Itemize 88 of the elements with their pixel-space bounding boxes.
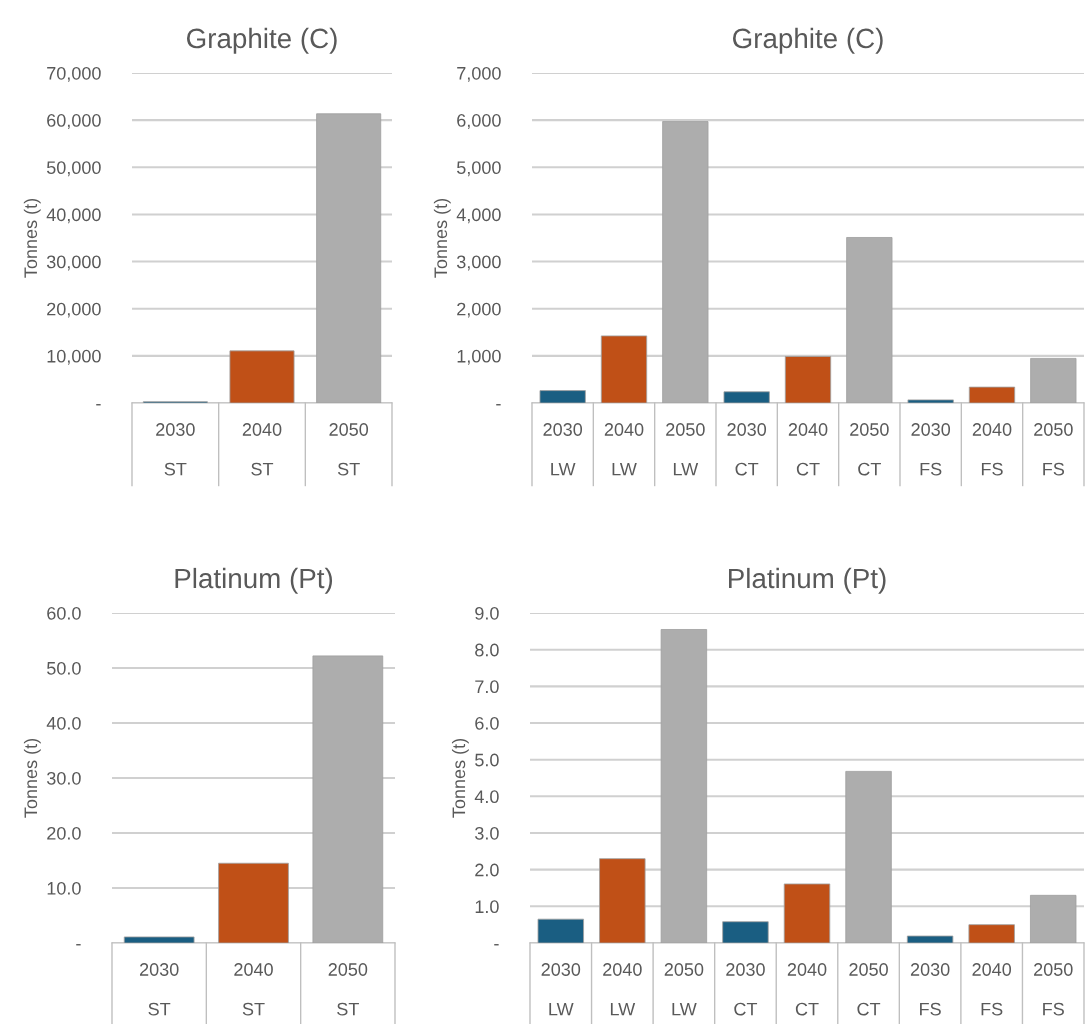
bar: [723, 391, 770, 403]
y-tick-label: 10.0: [47, 881, 81, 895]
chart-title: Graphite (C): [186, 27, 337, 54]
category-label: 2040 LW: [603, 963, 642, 1016]
y-tick-label: 3,000: [456, 255, 501, 271]
category-label: 2040 FS: [972, 423, 1012, 476]
y-tick-label: 50.0: [47, 661, 81, 675]
category-label: 2030 LW: [541, 963, 581, 1016]
y-axis-title: Tonnes (t): [23, 738, 41, 818]
category-label: 2050 FS: [1034, 963, 1073, 1016]
y-tick-label: 4.0: [474, 790, 499, 804]
category-label: 2040 CT: [787, 963, 827, 1016]
y-tick-label: 1,000: [457, 349, 501, 365]
bar: [539, 390, 586, 403]
bar: [218, 862, 289, 943]
y-tick-label: 70,000: [47, 66, 101, 82]
y-tick-label: 10,000: [47, 349, 101, 365]
y-tick-label: 60.0: [47, 606, 81, 620]
category-label: 2030 CT: [727, 423, 767, 476]
bar: [846, 237, 893, 403]
bar: [784, 356, 832, 403]
y-tick-label: 8.0: [475, 643, 499, 657]
bar: [968, 924, 1015, 943]
y-tick-label: 5.0: [475, 753, 499, 767]
bar: [599, 858, 646, 943]
bar: [316, 113, 382, 403]
y-tick-label: -: [494, 944, 499, 946]
bar: [600, 335, 648, 403]
bar: [722, 921, 769, 943]
y-tick-label: 1.0: [475, 900, 499, 914]
bar: [537, 918, 584, 943]
y-tick-label: 20.0: [47, 826, 81, 840]
category-label: 2040 CT: [788, 423, 828, 476]
y-tick-label: 50,000: [46, 161, 101, 177]
y-tick-label: 20,000: [47, 302, 101, 318]
y-tick-label: 30,000: [46, 255, 101, 271]
category-label: 2040 LW: [604, 423, 644, 476]
bar: [968, 386, 1016, 403]
bar: [1030, 357, 1077, 403]
y-tick-label: 5,000: [456, 161, 501, 177]
y-tick-label: 40,000: [46, 208, 101, 224]
y-tick-label: 40.0: [46, 716, 81, 730]
category-label: 2030 LW: [543, 423, 583, 476]
y-tick-label: -: [76, 944, 81, 946]
chart-title: Graphite (C): [732, 27, 883, 54]
y-tick-label: -: [496, 404, 501, 406]
category-label: 2030 FS: [911, 423, 951, 476]
y-tick-label: 30.0: [47, 771, 81, 785]
category-label: 2030 CT: [726, 963, 765, 1016]
chart-title: Platinum (Pt): [175, 567, 333, 594]
category-label: 2040 ST: [234, 963, 273, 1016]
category-label: 2030 FS: [910, 963, 950, 1016]
y-tick-label: 6,000: [457, 114, 501, 129]
bar: [660, 629, 708, 943]
y-tick-label: 4,000: [456, 208, 501, 224]
category-label: 2040 FS: [972, 963, 1012, 1016]
category-label: 2050 CT: [850, 423, 889, 476]
category-label: 2030 ST: [139, 963, 179, 1016]
category-label: 2050 FS: [1034, 423, 1073, 476]
bar: [229, 350, 295, 403]
y-axis-title: Tonnes (t): [23, 198, 41, 278]
y-tick-label: 6.0: [475, 716, 499, 730]
category-label: 2040 ST: [242, 423, 282, 476]
bar: [783, 883, 831, 943]
category-label: 2030 ST: [156, 423, 195, 476]
bar: [907, 399, 954, 403]
y-tick-label: 3.0: [475, 826, 499, 840]
category-label: 2050 LW: [664, 963, 704, 1016]
bar: [312, 655, 384, 943]
bar: [123, 936, 195, 943]
bar: [906, 935, 954, 943]
y-tick-label: 2.0: [475, 863, 499, 877]
category-label: 2050 ST: [328, 963, 368, 1016]
chart-title: Platinum (Pt): [729, 567, 886, 594]
y-tick-label: 9.0: [475, 606, 499, 620]
category-label: 2050 LW: [666, 423, 705, 476]
y-axis-title: Tonnes (t): [433, 198, 451, 278]
y-tick-label: 7,000: [457, 66, 501, 82]
y-tick-label: 60,000: [47, 114, 101, 129]
y-axis-title: Tonnes (t): [451, 738, 469, 818]
bar: [845, 770, 892, 943]
y-tick-label: 7.0: [475, 680, 499, 694]
y-tick-label: -: [96, 404, 101, 406]
category-label: 2050 CT: [849, 963, 888, 1016]
bar: [662, 121, 709, 403]
category-label: 2050 ST: [329, 423, 369, 476]
bar: [1030, 894, 1077, 943]
y-tick-label: 2,000: [457, 302, 501, 318]
